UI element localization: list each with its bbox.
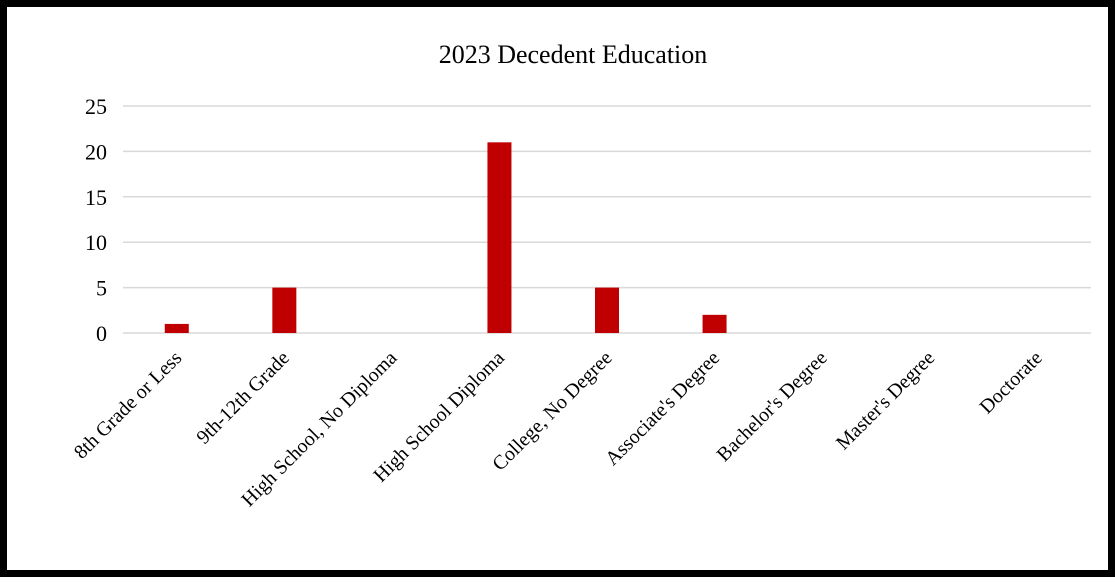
y-tick-label: 0 xyxy=(96,321,107,346)
x-tick-label: 8th Grade or Less xyxy=(70,347,187,464)
x-tick-label: 9th-12th Grade xyxy=(192,347,294,449)
x-tick-label: Bachelor's Degree xyxy=(713,347,832,466)
y-axis-ticks: 0 5 10 15 20 25 xyxy=(85,94,107,346)
y-tick-label: 10 xyxy=(85,230,107,255)
bar-5 xyxy=(702,314,727,333)
bar-3 xyxy=(487,142,512,333)
x-tick-label: Master's Degree xyxy=(832,347,939,454)
bars xyxy=(164,142,727,333)
x-tick-label: Doctorate xyxy=(975,347,1046,418)
bar-4 xyxy=(595,287,619,333)
x-tick-label: Associate's Degree xyxy=(601,347,724,470)
x-tick-label: College, No Degree xyxy=(488,347,616,475)
y-tick-label: 20 xyxy=(85,139,107,164)
y-tick-label: 5 xyxy=(96,276,107,301)
bar-chart: 2023 Decedent Education 0 5 10 15 20 25 8th G… xyxy=(70,40,1091,511)
y-tick-label: 25 xyxy=(85,94,107,119)
chart-title: 2023 Decedent Education xyxy=(439,40,708,69)
bar-1 xyxy=(272,287,297,333)
y-tick-label: 15 xyxy=(85,185,107,210)
bar-0 xyxy=(164,323,189,333)
